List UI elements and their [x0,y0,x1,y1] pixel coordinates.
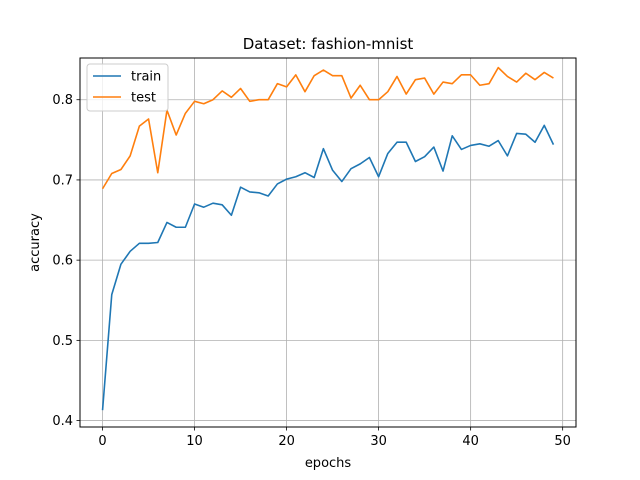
legend-label-train: train [131,70,161,85]
y-tick-label: 0.4 [52,414,73,429]
x-tick-label: 0 [98,434,106,449]
y-axis-label: accuracy [28,213,43,272]
ticks: 0 10 20 30 40 50 0.4 0.5 0.6 0.7 0.8 [52,93,571,449]
y-tick-label: 0.7 [52,173,73,188]
series-line-train [101,124,555,411]
y-tick-label: 0.5 [52,334,73,349]
legend: train test [86,63,169,112]
y-tick-label: 0.8 [52,93,73,108]
x-tick-label: 50 [554,434,571,449]
x-tick-label: 10 [186,434,203,449]
legend-label-test: test [131,91,156,106]
x-tick-label: 40 [462,434,479,449]
series-line-test [101,66,554,190]
x-axis-label: epochs [305,456,352,471]
series-lines [101,66,555,411]
x-tick-label: 20 [278,434,295,449]
chart-title: Dataset: fashion-mnist [243,35,414,53]
plot-area-frame [79,57,577,428]
y-tick-label: 0.6 [52,254,73,269]
grid [80,58,576,427]
x-tick-label: 30 [370,434,387,449]
